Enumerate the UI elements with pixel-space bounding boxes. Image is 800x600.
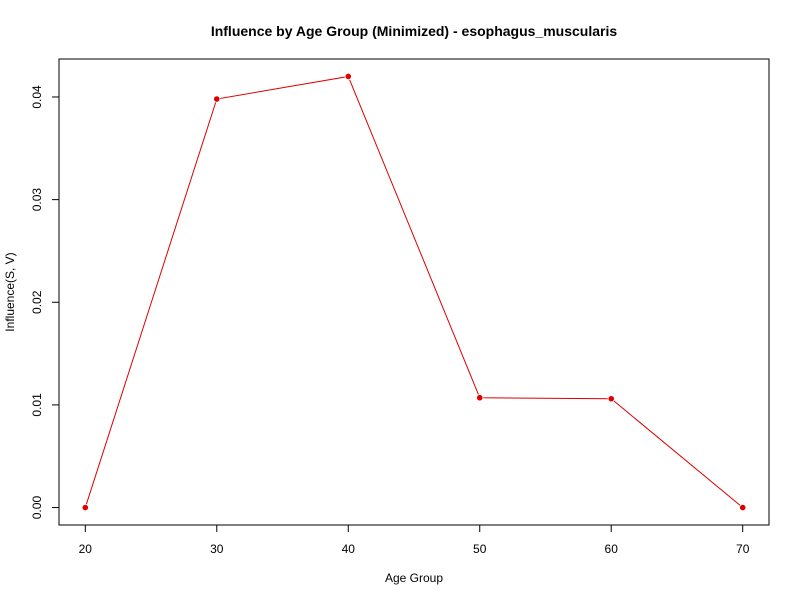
- x-tick-label: 20: [79, 542, 93, 556]
- y-axis: 0.00 0.01 0.02 0.03 0.04: [30, 85, 60, 520]
- x-tick-label: 30: [210, 542, 224, 556]
- data-point: [344, 72, 352, 81]
- series-layer: [81, 72, 747, 512]
- data-point: [213, 95, 221, 103]
- data-point: [476, 394, 484, 402]
- data-point: [81, 503, 89, 512]
- x-axis: 20 30 40 50 60 70: [79, 524, 750, 556]
- x-tick-label: 70: [736, 542, 750, 556]
- series-line: [84, 75, 744, 508]
- y-tick-label: 0.00: [30, 496, 44, 520]
- chart-title: Influence by Age Group (Minimized) - eso…: [211, 23, 618, 39]
- y-axis-title: Influence(S, V): [3, 252, 17, 331]
- x-tick-label: 60: [605, 542, 619, 556]
- x-tick-label: 50: [473, 542, 487, 556]
- y-tick-label: 0.01: [30, 393, 44, 417]
- plot-box: [58, 58, 770, 526]
- x-tick-label: 40: [342, 542, 356, 556]
- y-tick-label: 0.03: [30, 188, 44, 212]
- y-tick-label: 0.02: [30, 290, 44, 314]
- data-point: [607, 395, 615, 403]
- x-axis-title: Age Group: [385, 571, 443, 585]
- y-tick-label: 0.04: [30, 85, 44, 109]
- data-point: [739, 503, 747, 512]
